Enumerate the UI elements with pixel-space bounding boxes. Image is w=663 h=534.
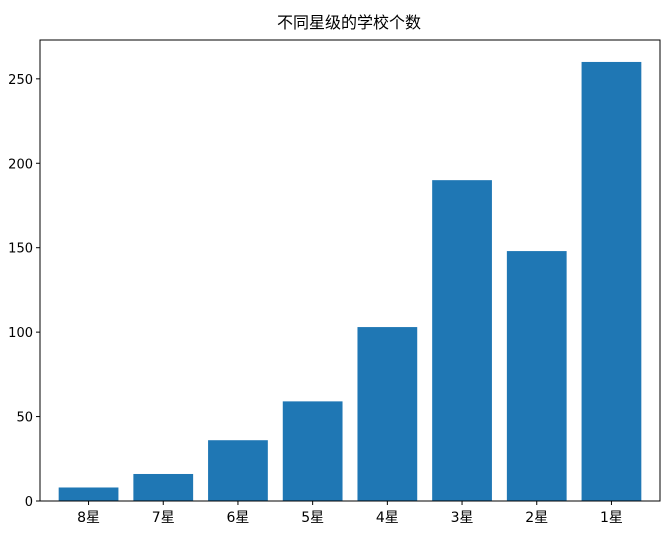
bar-3星 [432,180,492,501]
y-tick-label: 150 [8,242,33,257]
x-tick-label: 2星 [525,510,548,526]
y-tick-label: 250 [8,73,33,88]
x-tick-label: 4星 [376,510,399,526]
y-tick-label: 100 [8,326,33,341]
y-tick-label: 200 [8,157,33,172]
bar-7星 [133,473,194,501]
bar-1星 [581,61,642,501]
x-tick-label: 7星 [152,510,175,526]
x-tick-label: 8星 [77,510,100,526]
y-tick-label: 0 [25,495,33,510]
bar-8星 [58,487,119,501]
bars-layer [58,61,642,501]
plot-frame [39,39,661,502]
chart-title: 不同星级的学校个数 [277,13,421,32]
bar-2星 [506,251,567,501]
y-tick-label: 50 [16,411,33,426]
x-tick-label: 1星 [600,510,623,526]
y-axis: 0 50 100 150 200 250 [8,73,40,510]
bar-4星 [357,327,418,501]
x-tick-label: 3星 [451,510,474,526]
x-tick-label: 5星 [301,510,324,526]
bar-6星 [208,440,268,501]
x-tick-label: 6星 [226,510,249,526]
bar-5星 [282,401,343,501]
x-axis: 8星 7星 6星 5星 4星 3星 2星 1星 [77,501,623,526]
